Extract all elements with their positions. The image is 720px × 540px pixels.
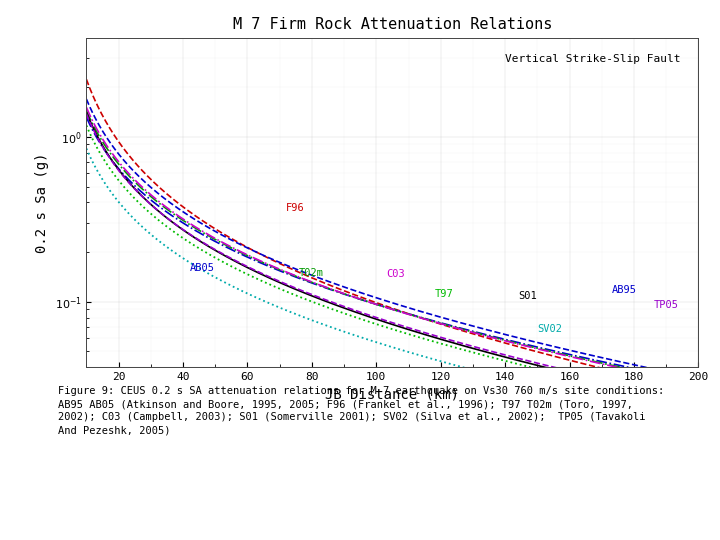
Text: SV02: SV02: [537, 324, 562, 334]
Text: AB05: AB05: [189, 263, 215, 273]
Text: Vertical Strike-Slip Fault: Vertical Strike-Slip Fault: [505, 54, 680, 64]
Text: C03: C03: [386, 269, 405, 279]
Text: TP05: TP05: [653, 300, 678, 310]
Text: F96: F96: [286, 203, 305, 213]
Text: S01: S01: [518, 291, 537, 301]
Text: AB95: AB95: [611, 286, 636, 295]
Y-axis label: 0.2 s Sa (g): 0.2 s Sa (g): [35, 152, 49, 253]
X-axis label: JB Distance (km): JB Distance (km): [325, 388, 459, 402]
Text: T02m: T02m: [299, 268, 324, 278]
Text: T97: T97: [434, 288, 453, 299]
Text: Figure 9: CEUS 0.2 s SA attenuation relations for M 7 earthquake on Vs30 760 m/s: Figure 9: CEUS 0.2 s SA attenuation rela…: [58, 386, 664, 436]
Title: M 7 Firm Rock Attenuation Relations: M 7 Firm Rock Attenuation Relations: [233, 17, 552, 32]
